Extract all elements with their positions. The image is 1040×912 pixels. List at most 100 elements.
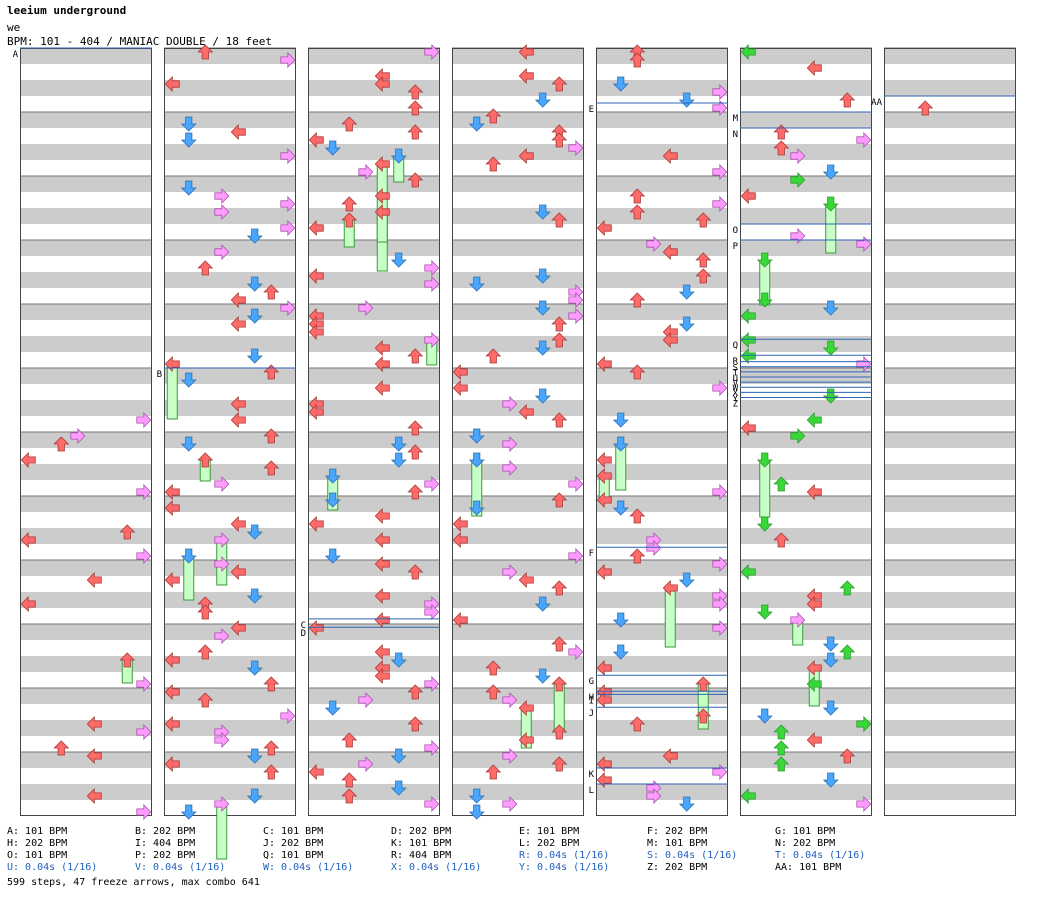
beat-band bbox=[596, 464, 728, 480]
step-arrow-right bbox=[502, 460, 518, 476]
step-arrow-up bbox=[629, 204, 646, 220]
step-arrow-down bbox=[822, 164, 839, 180]
beat-band bbox=[740, 720, 872, 736]
step-arrow-left bbox=[374, 340, 390, 356]
step-arrow-left bbox=[308, 220, 324, 236]
step-arrow-left bbox=[86, 788, 102, 804]
step-arrow-left bbox=[740, 332, 756, 348]
column-border bbox=[596, 48, 728, 816]
step-arrow-up bbox=[407, 684, 424, 700]
beat-band bbox=[596, 368, 728, 384]
marker-label: C bbox=[301, 621, 306, 631]
beat-band bbox=[164, 48, 296, 64]
marker-label: E bbox=[589, 105, 594, 115]
legend-entry: Q: 101 BPM bbox=[263, 850, 324, 861]
step-arrow-up bbox=[551, 756, 568, 772]
beat-band bbox=[164, 496, 296, 512]
step-arrow-left bbox=[806, 484, 822, 500]
step-arrow-right bbox=[136, 484, 152, 500]
step-arrow-left bbox=[596, 356, 612, 372]
bpm-marker: Q bbox=[733, 338, 872, 351]
legend-entry: O: 101 BPM bbox=[7, 850, 68, 861]
step-arrow-left bbox=[20, 452, 36, 468]
bpm-marker: N bbox=[733, 127, 872, 140]
beat-band bbox=[308, 752, 440, 768]
separator: / bbox=[106, 35, 113, 48]
marker-label: N bbox=[733, 130, 738, 140]
step-arrow-right bbox=[424, 332, 440, 348]
bpm-marker: S bbox=[733, 361, 872, 374]
step-arrow-right bbox=[568, 644, 584, 660]
beat-band bbox=[308, 272, 440, 288]
step-arrow-down bbox=[534, 92, 551, 108]
beat-band bbox=[596, 656, 728, 672]
step-arrow-left bbox=[20, 532, 36, 548]
beat-band bbox=[740, 528, 872, 544]
step-arrow-up bbox=[197, 260, 214, 276]
step-arrow-up bbox=[485, 156, 502, 172]
legend-column: B: 202 BPM I: 404 BPM P: 202 BPM V: 0.04s (… bbox=[135, 826, 225, 874]
beat-band bbox=[884, 304, 1016, 320]
step-arrow-right bbox=[424, 476, 440, 492]
beat-band bbox=[164, 720, 296, 736]
step-arrow-left bbox=[518, 572, 534, 588]
beat-band bbox=[452, 144, 584, 160]
beat-band bbox=[308, 80, 440, 96]
step-arrow-right bbox=[790, 148, 806, 164]
step-arrow-left bbox=[230, 316, 246, 332]
step-arrow-down bbox=[180, 548, 197, 564]
step-arrow-up bbox=[263, 764, 280, 780]
step-arrow-left bbox=[662, 244, 678, 260]
legend-entry: R: 404 BPM bbox=[391, 850, 452, 861]
marker-label: T bbox=[733, 369, 739, 379]
step-arrow-right bbox=[712, 196, 728, 212]
beat-band bbox=[740, 784, 872, 800]
beat-band bbox=[164, 528, 296, 544]
beat-band bbox=[20, 496, 152, 512]
beat-band bbox=[740, 80, 872, 96]
beat-band bbox=[452, 688, 584, 704]
step-arrow-down bbox=[246, 788, 263, 804]
step-arrow-up bbox=[551, 412, 568, 428]
beat-band bbox=[164, 144, 296, 160]
step-arrow-up bbox=[839, 748, 856, 764]
step-arrow-right bbox=[568, 476, 584, 492]
beat-band bbox=[20, 656, 152, 672]
beat-band bbox=[452, 368, 584, 384]
legend-column: C: 101 BPM J: 202 BPM Q: 101 BPM W: 0.04s (… bbox=[263, 826, 353, 874]
step-arrow-left bbox=[374, 356, 390, 372]
beat-band bbox=[164, 464, 296, 480]
beat-band bbox=[20, 688, 152, 704]
step-arrow-right bbox=[424, 740, 440, 756]
beat-band bbox=[308, 688, 440, 704]
beat-band bbox=[20, 528, 152, 544]
step-arrow-left bbox=[740, 348, 756, 364]
step-arrow-up bbox=[629, 548, 646, 564]
bpm-marker: I bbox=[589, 693, 728, 706]
beat-band bbox=[596, 80, 728, 96]
legend-entry: K: 101 BPM bbox=[391, 838, 452, 849]
marker-label: P bbox=[733, 242, 739, 252]
step-arrow-up bbox=[551, 676, 568, 692]
beat-band bbox=[452, 464, 584, 480]
beat-band bbox=[308, 624, 440, 640]
beat-band bbox=[452, 624, 584, 640]
bpm-marker: G bbox=[589, 674, 728, 687]
step-arrow-up bbox=[695, 268, 712, 284]
marker-label: A bbox=[13, 50, 19, 60]
legend-entry: M: 101 BPM bbox=[647, 838, 708, 849]
legend-entry: I: 404 BPM bbox=[135, 838, 196, 849]
beat-band bbox=[740, 592, 872, 608]
step-arrow-down bbox=[468, 788, 485, 804]
beat-band bbox=[596, 560, 728, 576]
step-arrow-left bbox=[452, 364, 468, 380]
step-arrow-down bbox=[534, 596, 551, 612]
beat-band bbox=[740, 624, 872, 640]
step-arrow-up bbox=[341, 196, 358, 212]
step-arrow-up bbox=[773, 140, 790, 156]
beat-band bbox=[452, 528, 584, 544]
step-arrow-up bbox=[407, 100, 424, 116]
step-arrow-left bbox=[164, 756, 180, 772]
step-arrow-left bbox=[374, 156, 390, 172]
step-arrow-right bbox=[214, 732, 230, 748]
